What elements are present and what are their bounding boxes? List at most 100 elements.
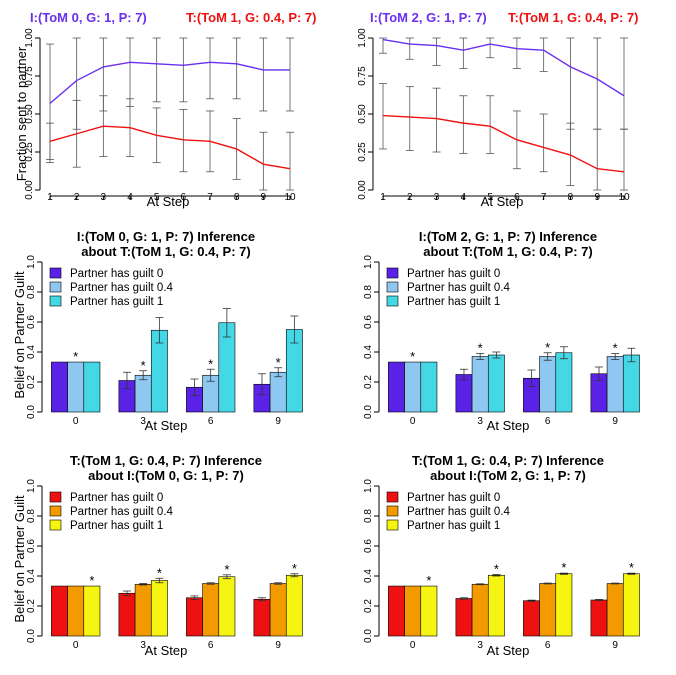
bar [51, 585, 68, 637]
y-tick-label: 0.75 [357, 66, 368, 86]
bar [606, 356, 624, 413]
y-axis-label: Belief on Partner Guilt [12, 271, 27, 399]
bar [455, 598, 473, 637]
x-tick-label: 3 [101, 192, 107, 203]
bar [404, 361, 422, 413]
x-tick-label: 0 [410, 640, 416, 651]
y-tick-label: 0.75 [24, 66, 35, 86]
x-tick-label: 2 [407, 192, 413, 203]
chart-subtitle: about I:(ToM 0, G: 1, P: 7) [88, 468, 244, 483]
x-tick-label: 9 [275, 416, 281, 427]
bar [186, 597, 203, 637]
chart-title: I:(ToM 0, G: 1, P: 7) Inference [77, 229, 255, 244]
legend-entry: Partner has guilt 0 [70, 268, 163, 280]
significance-star: * [545, 340, 550, 355]
bar [622, 573, 640, 637]
legend-swatch [386, 281, 399, 293]
x-tick-label: 3 [477, 416, 483, 427]
x-tick-label: 3 [477, 640, 483, 651]
x-tick-label: 3 [434, 192, 440, 203]
bar [487, 574, 505, 637]
y-tick-label: 0.2 [26, 375, 37, 389]
x-tick-label: 9 [594, 192, 600, 203]
significance-star: * [410, 349, 415, 364]
bar [420, 361, 438, 413]
significance-star: * [478, 341, 483, 356]
y-tick-label: 0.8 [26, 509, 37, 523]
significance-star: * [224, 562, 229, 577]
y-tick-label: 1.0 [363, 479, 374, 493]
y-tick-label: 0.6 [363, 315, 374, 329]
bar [523, 600, 540, 637]
y-tick-label: 0.2 [363, 599, 374, 613]
significance-star: * [89, 573, 94, 588]
y-axis-label: Fraction sent to partner [14, 46, 29, 181]
x-axis-label: At Step [487, 643, 530, 658]
x-tick-label: 3 [140, 640, 146, 651]
bar [471, 356, 489, 413]
x-tick-label: 0 [73, 416, 79, 427]
chart-title-part: I:(ToM 0, G: 1, P: 7) [30, 10, 147, 25]
x-axis-label: At Step [145, 418, 188, 433]
y-tick-label: 0.4 [26, 569, 37, 583]
y-tick-label: 1.00 [357, 28, 368, 48]
bar [83, 361, 101, 413]
chart-subtitle: about I:(ToM 2, G: 1, P: 7) [430, 468, 586, 483]
y-tick-label: 1.0 [363, 255, 374, 269]
legend-swatch [386, 505, 399, 517]
significance-star: * [208, 356, 213, 371]
x-tick-label: 10 [284, 192, 296, 203]
series-line-0 [49, 61, 290, 104]
chart-title-part: T:(ToM 1, G: 0.4, P: 7) [186, 10, 317, 25]
legend-swatch [386, 519, 399, 531]
legend-swatch [49, 281, 62, 293]
significance-star: * [141, 358, 146, 373]
x-tick-label: 10 [618, 192, 630, 203]
legend-swatch [386, 295, 399, 307]
legend-entry: Partner has guilt 0.4 [407, 282, 511, 294]
y-tick-label: 0.4 [363, 569, 374, 583]
chart-subtitle: about T:(ToM 1, G: 0.4, P: 7) [423, 244, 592, 259]
y-tick-label: 1.0 [26, 479, 37, 493]
x-tick-label: 5 [154, 192, 160, 203]
x-tick-label: 2 [74, 192, 80, 203]
bar [202, 583, 220, 637]
y-tick-label: 0.25 [24, 142, 35, 162]
x-tick-label: 0 [73, 640, 79, 651]
x-tick-label: 7 [541, 192, 547, 203]
legend-swatch [386, 267, 399, 279]
x-axis-label: At Step [487, 418, 530, 433]
bar [555, 352, 573, 413]
chart-title: T:(ToM 1, G: 0.4, P: 7) Inference [412, 453, 604, 468]
bar [590, 599, 608, 637]
y-tick-label: 1.0 [26, 255, 37, 269]
x-tick-label: 3 [140, 416, 146, 427]
significance-star: * [276, 355, 281, 370]
line-left-chart: I:(ToM 0, G: 1, P: 7) T:(ToM 1, G: 0.4, P… [14, 10, 317, 209]
series-line-1 [49, 125, 291, 170]
y-tick-label: 0.0 [26, 405, 37, 419]
significance-star: * [292, 561, 297, 576]
bar [150, 580, 168, 637]
x-tick-label: 1 [380, 192, 386, 203]
x-tick-label: 9 [612, 640, 618, 651]
significance-star: * [426, 573, 431, 588]
y-tick-label: 0.0 [363, 405, 374, 419]
y-tick-label: 0.00 [357, 180, 368, 200]
y-tick-label: 0.0 [363, 629, 374, 643]
series-line-0 [382, 38, 625, 97]
legend-entry: Partner has guilt 1 [70, 296, 163, 308]
y-tick-label: 0.8 [26, 285, 37, 299]
y-tick-label: 0.6 [363, 539, 374, 553]
x-tick-label: 6 [545, 416, 551, 427]
x-tick-label: 6 [208, 416, 214, 427]
line-right-chart: I:(ToM 2, G: 1, P: 7) T:(ToM 1, G: 0.4, P… [357, 10, 639, 209]
bar [269, 371, 287, 413]
y-tick-label: 0.0 [26, 629, 37, 643]
legend-swatch [49, 519, 62, 531]
bar [622, 354, 640, 413]
bar [118, 592, 136, 637]
significance-star: * [629, 560, 634, 575]
